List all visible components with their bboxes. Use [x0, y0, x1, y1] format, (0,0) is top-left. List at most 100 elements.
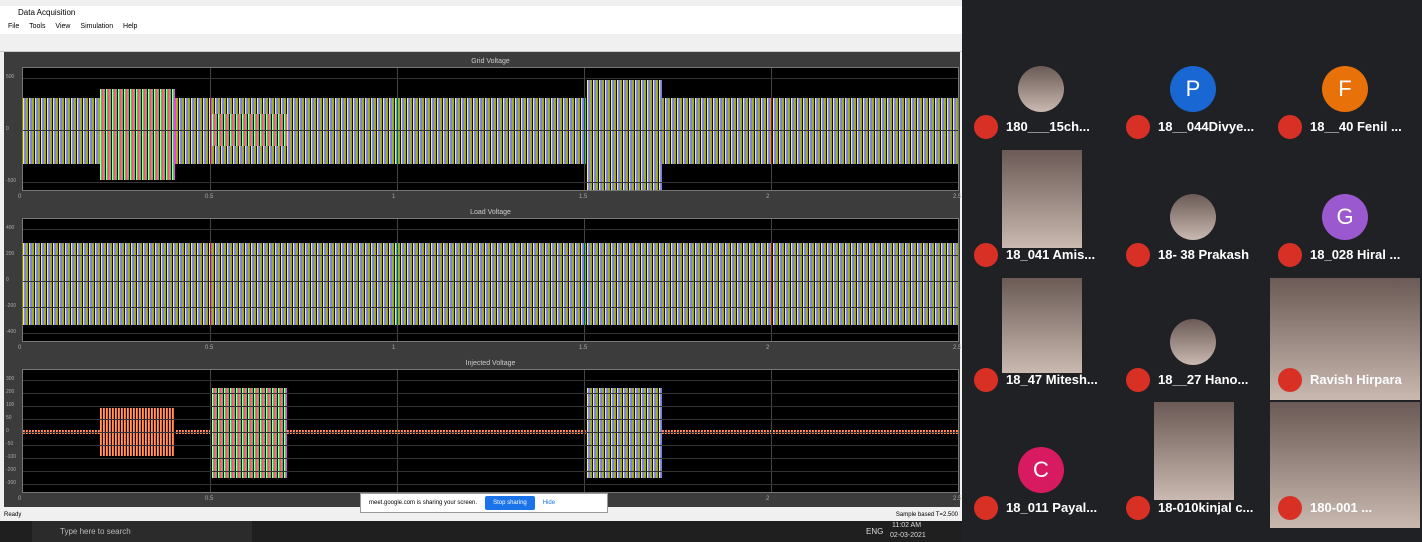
grid-line — [771, 68, 772, 190]
menu-item[interactable]: Help — [123, 23, 137, 30]
participant-name: 18__40 Fenil ... — [1310, 119, 1402, 134]
grid-line — [397, 68, 398, 190]
grid-line — [210, 68, 211, 190]
x-tick-label: 0.5 — [205, 496, 213, 502]
grid-line — [210, 219, 211, 341]
y-tick-label: -400 — [6, 329, 16, 335]
mic-muted — [1278, 496, 1302, 520]
plot-title: Load Voltage — [22, 209, 959, 216]
x-tick-label: 1 — [392, 194, 395, 200]
plot-axes — [22, 67, 959, 191]
x-tick-label: 0.5 — [205, 194, 213, 200]
participant-name: 18-010kinjal c... — [1158, 500, 1253, 515]
participant-name: Ravish Hirpara — [1310, 372, 1402, 387]
grid-line — [23, 78, 958, 79]
search-box[interactable]: Type here to search — [32, 521, 252, 542]
participant-tile: 18__27 Hano... — [1118, 278, 1268, 400]
grid-line — [584, 68, 585, 190]
video — [1002, 150, 1082, 248]
grid-line — [397, 219, 398, 341]
y-tick-label: 0 — [6, 126, 9, 132]
grid-line — [771, 370, 772, 492]
participant-tile: 180___15ch... — [966, 55, 1116, 147]
mic-muted — [1278, 368, 1302, 392]
grid-line — [23, 281, 958, 282]
menu-item[interactable]: Simulation — [80, 23, 113, 30]
share-bar: meet.google.com is sharing your screen. … — [360, 493, 608, 513]
waveform — [587, 80, 662, 191]
grid-line — [23, 393, 958, 394]
x-tick-label: 2 — [766, 345, 769, 351]
y-tick-label: 200 — [6, 251, 14, 257]
x-tick-label: 2.5 — [953, 345, 961, 351]
mic-muted — [974, 368, 998, 392]
participant-tile: 18_041 Amis... — [966, 150, 1116, 275]
x-tick-label: 0.5 — [205, 345, 213, 351]
grid-line — [23, 471, 958, 472]
x-tick-label: 0 — [18, 345, 21, 351]
grid-line — [23, 130, 958, 131]
hide-button[interactable]: Hide — [543, 500, 555, 506]
plot-axes — [22, 218, 959, 342]
x-tick-label: 2 — [766, 194, 769, 200]
grid-line — [23, 182, 958, 183]
page: Data Acquisition File Tools View Simulat… — [0, 0, 1422, 542]
share-message: meet.google.com is sharing your screen. — [369, 500, 477, 506]
mic-muted — [974, 243, 998, 267]
y-tick-label: 0 — [6, 428, 9, 434]
y-tick-label: 50 — [6, 415, 12, 421]
status-left: Ready — [4, 509, 21, 521]
avatar: C — [1018, 447, 1064, 493]
mic-muted — [974, 115, 998, 139]
y-tick-label: 500 — [6, 74, 14, 80]
grid-line — [771, 219, 772, 341]
grid-line — [23, 255, 958, 256]
grid-line — [23, 484, 958, 485]
language: ENG — [866, 527, 883, 536]
x-tick-label: 1.5 — [579, 345, 587, 351]
menu-item[interactable]: Tools — [29, 23, 45, 30]
y-tick-label: 0 — [6, 277, 9, 283]
stop-button[interactable]: Stop sharing — [485, 496, 535, 510]
menu-item[interactable]: File — [8, 23, 19, 30]
participant-tile: 18- 38 Prakash — [1118, 150, 1268, 275]
x-tick-label: 2.5 — [953, 496, 961, 502]
y-tick-label: -200 — [6, 303, 16, 309]
grid-line — [23, 432, 958, 433]
y-tick-label: 200 — [6, 389, 14, 395]
mic-muted — [1126, 368, 1150, 392]
avatar — [1018, 66, 1064, 112]
y-tick-label: -500 — [6, 178, 16, 184]
participant-name: 180-001 ... — [1310, 500, 1372, 515]
mic-muted — [1126, 243, 1150, 267]
x-tick-label: 1.5 — [579, 194, 587, 200]
plot-title: Injected Voltage — [22, 360, 959, 367]
y-tick-label: -300 — [6, 480, 16, 486]
x-tick-label: 0 — [18, 496, 21, 502]
participant-tile: 18-010kinjal c... — [1118, 402, 1268, 528]
menu-item[interactable]: View — [55, 23, 70, 30]
avatar: P — [1170, 66, 1216, 112]
participant-tile: F18__40 Fenil ... — [1270, 55, 1420, 147]
waveform — [212, 388, 287, 478]
grid-line — [23, 406, 958, 407]
y-tick-label: 300 — [6, 376, 14, 382]
x-tick-label: 2.5 — [953, 194, 961, 200]
grid-line — [23, 307, 958, 308]
participant-tile: P18__044Divye... — [1118, 55, 1268, 147]
x-tick-label: 2 — [766, 496, 769, 502]
plot-axes — [22, 369, 959, 493]
waveform — [587, 388, 662, 478]
participant-tile: Ravish Hirpara — [1270, 278, 1420, 400]
grid-line — [23, 458, 958, 459]
participant-name: 18_041 Amis... — [1006, 247, 1095, 262]
participant-name: 18_011 Payal... — [1006, 500, 1097, 515]
participant-name: 180___15ch... — [1006, 119, 1090, 134]
grid-line — [584, 370, 585, 492]
y-tick-label: -50 — [6, 441, 13, 447]
grid-line — [23, 333, 958, 334]
participant-name: 18__27 Hano... — [1158, 372, 1248, 387]
